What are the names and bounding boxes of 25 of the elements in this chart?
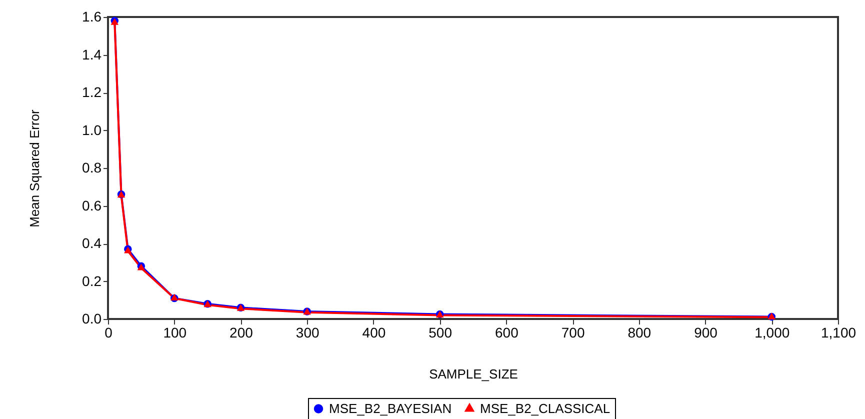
y-axis-title: Mean Squared Error — [27, 108, 42, 228]
x-tick-label: 400 — [362, 324, 386, 340]
x-axis-title: SAMPLE_SIZE — [429, 366, 518, 382]
x-tick-label: 500 — [428, 324, 452, 340]
x-tick-label: 700 — [561, 324, 585, 340]
legend-label: MSE_B2_BAYESIAN — [329, 400, 452, 416]
x-tick-label: 200 — [230, 324, 254, 340]
y-tick-label: 1.4 — [82, 46, 102, 62]
x-tick-label: 100 — [163, 324, 187, 340]
y-tick-label: 1.2 — [82, 84, 102, 100]
x-tick-label: 1,100 — [820, 324, 856, 340]
x-tick-label: 300 — [296, 324, 320, 340]
x-tick-label: 0 — [104, 324, 113, 340]
y-tick-label: 1.0 — [82, 122, 102, 138]
legend-label: MSE_B2_CLASSICAL — [480, 400, 610, 416]
y-tick-label: 1.6 — [82, 8, 102, 24]
x-tick-label: 600 — [495, 324, 519, 340]
y-tick-label: 0.0 — [82, 310, 102, 326]
y-tick-label: 0.6 — [82, 197, 102, 214]
x-tick-label: 800 — [628, 324, 652, 340]
x-tick-label: 1,000 — [754, 324, 790, 340]
y-tick-label: 0.8 — [82, 160, 102, 176]
y-tick-label: 0.4 — [82, 235, 102, 251]
x-tick-label: 900 — [694, 324, 718, 340]
y-tick-label: 0.2 — [82, 272, 102, 289]
